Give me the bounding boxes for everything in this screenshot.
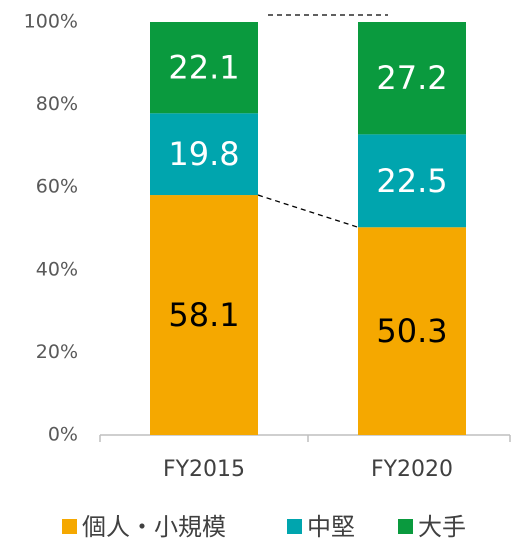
y-tick-label: 20% — [36, 341, 78, 363]
x-tick-label: FY2015 — [163, 457, 245, 482]
y-tick-label: 40% — [36, 258, 78, 280]
y-tick-label: 60% — [36, 176, 78, 198]
legend-swatch — [62, 519, 77, 534]
bar-segment — [358, 134, 466, 228]
bar-segment — [150, 22, 258, 114]
legend-label: 中堅 — [307, 513, 355, 541]
value-label: 50.3 — [376, 312, 447, 350]
value-label: 19.8 — [168, 135, 239, 173]
value-label: 22.1 — [168, 49, 239, 87]
bar-segment — [358, 227, 466, 435]
value-label: 22.5 — [376, 162, 447, 200]
bar-segment — [150, 113, 258, 196]
y-tick-label: 0% — [48, 424, 78, 446]
legend-label: 大手 — [418, 513, 466, 541]
bar-segment — [358, 22, 466, 135]
bar-segment — [150, 195, 258, 435]
x-tick-label: FY2020 — [371, 457, 453, 482]
legend-swatch — [287, 519, 302, 534]
connector — [257, 194, 359, 228]
value-label: 27.2 — [376, 59, 447, 97]
legend-label: 個人・小規模 — [82, 513, 226, 541]
value-label: 58.1 — [168, 296, 239, 334]
legend-swatch — [398, 519, 413, 534]
y-tick-label: 100% — [24, 11, 78, 33]
y-tick-label: 80% — [36, 93, 78, 115]
